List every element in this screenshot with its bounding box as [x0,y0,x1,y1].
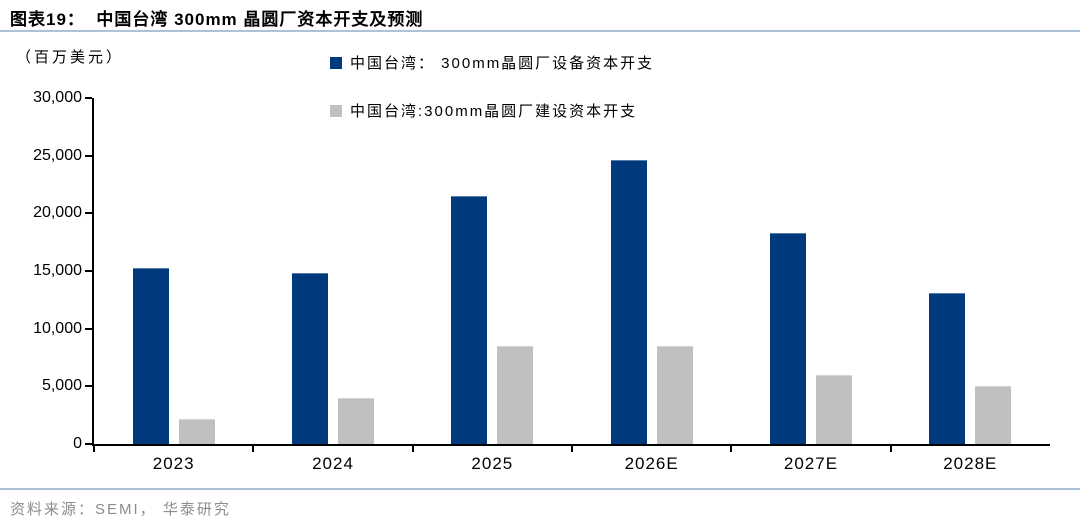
bar-group-2023 [94,98,253,444]
legend-label: 中国台湾:300mm晶圆厂建设资本开支 [350,103,638,120]
y-tick-label: 0 [73,435,82,452]
y-tick-label: 10,000 [33,319,82,337]
y-tick-mark [85,270,92,272]
x-tick-mark [252,446,255,452]
y-tick-label: 25,000 [33,146,82,164]
y-tick-mark [85,327,92,330]
equipment-capex-bar-2028E [929,292,966,444]
legend-label: 中国台湾： 300mm晶圆厂设备资本开支 [350,55,655,72]
y-axis-unit-label: （百万美元） [16,49,125,66]
bar-group-2027E [731,98,890,444]
source-note: 资料来源：SEMI， 华泰研究 [10,501,231,518]
y-tick-mark [85,212,92,215]
y-tick-mark [85,443,92,445]
bar-groups [94,98,1050,444]
x-axis-label-2027E: 2027E [783,454,839,473]
bar-group-2024 [253,98,412,444]
bar-group-2026E [572,98,731,444]
construction-capex-bar-2023 [178,418,215,444]
y-tick-mark [85,97,92,99]
bar-group-2028E [891,98,1050,444]
x-tick-mark [889,446,892,452]
equipment-capex-bar-2023 [132,267,169,444]
bar-group-2025 [413,98,572,444]
construction-capex-bar-2026E [656,345,693,444]
x-axis-label-2023: 2023 [152,454,195,473]
y-tick-label: 15,000 [33,262,82,279]
x-axis-label-2026E: 2026E [624,454,679,473]
x-tick-mark [730,446,733,452]
construction-capex-bar-2027E [815,374,852,444]
x-tick-mark [93,446,95,452]
x-axis-label-2024: 2024 [312,454,354,473]
y-tick-label: 30,000 [33,89,82,106]
footer-divider-line [0,488,1080,490]
y-tick-mark [85,385,92,388]
title-divider-line [0,30,1080,32]
equipment-capex-bar-2027E [769,232,806,444]
legend-swatch-icon [330,56,342,69]
y-tick-mark [85,154,92,157]
legend-item-equipment: 中国台湾： 300mm晶圆厂设备资本开支 [330,52,654,73]
chart-legend: 中国台湾： 300mm晶圆厂设备资本开支 中国台湾:300mm晶圆厂建设资本开支 [330,52,654,121]
x-tick-mark [411,446,414,452]
figure-title: 图表19： 中国台湾 300mm 晶圆厂资本开支及预测 [10,10,424,29]
x-axis-labels: 2023 2024 2025 2026E 2027E 2028E [94,454,1050,474]
construction-capex-bar-2025 [497,345,534,444]
construction-capex-bar-2028E [975,386,1012,444]
equipment-capex-bar-2025 [451,196,488,444]
x-tick-mark [571,446,573,452]
legend-item-construction: 中国台湾:300mm晶圆厂建设资本开支 [330,100,654,121]
y-tick-label: 20,000 [33,204,82,222]
y-tick-label: 5,000 [41,377,82,395]
x-axis-label-2028E: 2028E [943,454,998,473]
construction-capex-bar-2024 [337,397,374,444]
equipment-capex-bar-2024 [291,273,328,444]
equipment-capex-bar-2026E [610,159,647,444]
bar-chart-plot-area: 2023 2024 2025 2026E 2027E 2028E 30,000 25,000… [33,89,1050,473]
x-axis-label-2025: 2025 [471,454,514,473]
legend-swatch-icon [330,104,342,117]
